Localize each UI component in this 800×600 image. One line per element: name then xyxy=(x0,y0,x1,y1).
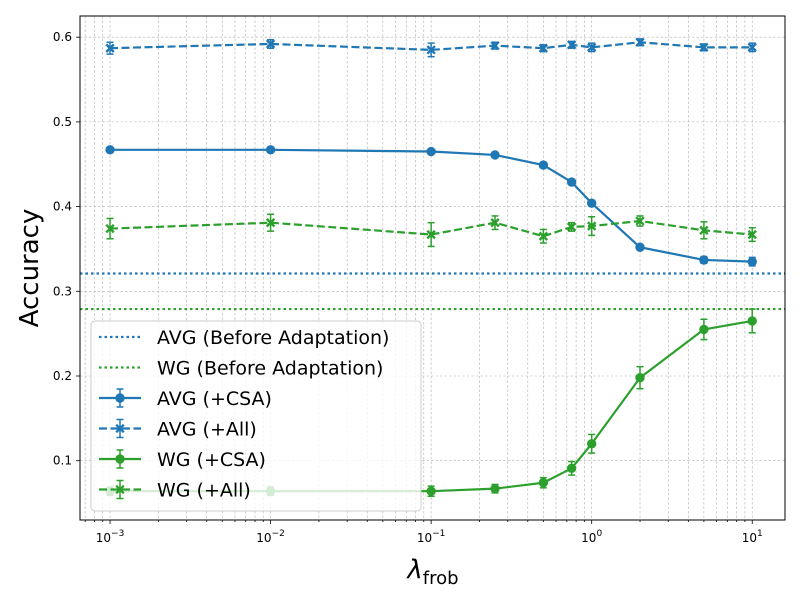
legend: AVG (Before Adaptation) WG (Before Adapta… xyxy=(90,320,422,512)
x-tick-label: 10−2 xyxy=(256,529,285,545)
data-point xyxy=(426,229,436,240)
legend-marker xyxy=(115,423,125,434)
x-axis-label-subscript: frob xyxy=(423,568,459,589)
data-point xyxy=(699,255,709,265)
baselines xyxy=(80,272,785,311)
data-point xyxy=(747,42,757,52)
legend-entry: AVG (Before Adaptation) xyxy=(99,327,389,349)
y-tick-label: 0.4 xyxy=(53,200,72,214)
series-group xyxy=(105,37,757,58)
data-point xyxy=(747,316,757,326)
x-tick-label-base: 10 xyxy=(581,531,596,545)
x-tick-label-exponent: 0 xyxy=(596,529,602,539)
data-point xyxy=(699,42,709,52)
data-point xyxy=(747,256,757,267)
x-tick-label-base: 10 xyxy=(417,531,432,545)
x-tick-label: 101 xyxy=(742,529,763,545)
series-line xyxy=(109,219,753,238)
x-tick-label: 10−3 xyxy=(96,529,125,545)
x-axis-label: λfrob xyxy=(405,555,458,589)
legend-label: WG (Before Adaptation) xyxy=(157,358,383,380)
x-tick-label-base: 10 xyxy=(96,531,111,545)
legend-entry: WG (+CSA) xyxy=(99,449,266,471)
x-tick-label-exponent: 1 xyxy=(757,529,763,539)
x-tick-label-base: 10 xyxy=(256,531,271,545)
y-tick-label: 0.2 xyxy=(53,369,72,383)
x-tick-label-base: 10 xyxy=(742,531,757,545)
data-point xyxy=(586,439,597,449)
data-point xyxy=(635,216,645,226)
data-point xyxy=(566,40,577,50)
data-point xyxy=(538,160,549,170)
data-point xyxy=(635,372,645,383)
data-point xyxy=(635,37,645,47)
legend-marker xyxy=(115,393,125,403)
data-point xyxy=(566,463,577,474)
data-point xyxy=(747,229,757,240)
plot-frame xyxy=(79,15,786,521)
data-point xyxy=(426,486,436,496)
data-point xyxy=(635,242,645,252)
legend-label: WG (+All) xyxy=(157,480,251,502)
data-point xyxy=(490,483,500,494)
data-point xyxy=(490,218,500,228)
data-point xyxy=(265,145,276,155)
y-axis-label: Accuracy xyxy=(15,209,45,328)
x-tick-label-exponent: −3 xyxy=(111,529,124,539)
y-tick-label: 0.1 xyxy=(53,454,72,468)
y-tick-label: 0.5 xyxy=(53,115,72,129)
legend-entry: WG (+All) xyxy=(99,480,251,502)
legend-entry: WG (Before Adaptation) xyxy=(99,358,383,380)
legend-label: WG (+CSA) xyxy=(157,449,266,471)
series-line xyxy=(110,148,753,263)
data-point xyxy=(566,177,577,187)
data-point xyxy=(490,150,500,160)
data-point xyxy=(105,43,115,53)
x-tick-label: 10−1 xyxy=(417,529,446,545)
data-point xyxy=(586,198,597,208)
data-point xyxy=(105,145,115,155)
data-point xyxy=(426,146,436,157)
data-point xyxy=(426,45,436,55)
legend-marker xyxy=(115,484,125,495)
legend-box xyxy=(90,320,422,512)
data-point xyxy=(490,40,500,51)
x-tick-label-exponent: −1 xyxy=(432,529,445,539)
data-point xyxy=(265,218,276,228)
x-axis-label-lambda: λ xyxy=(405,555,422,585)
data-point xyxy=(699,324,709,335)
data-point xyxy=(538,231,548,241)
data-point xyxy=(566,222,577,232)
data-point xyxy=(587,221,597,231)
legend-label: AVG (Before Adaptation) xyxy=(157,327,389,349)
legend-label: AVG (+All) xyxy=(157,419,257,441)
legend-entry: AVG (+CSA) xyxy=(99,388,272,410)
data-point xyxy=(538,478,549,488)
legend-label: AVG (+CSA) xyxy=(157,388,272,410)
data-point xyxy=(538,43,548,53)
legend-entry: AVG (+All) xyxy=(99,419,257,441)
data-point xyxy=(699,225,709,235)
y-tick-label: 0.3 xyxy=(53,284,72,298)
data-point xyxy=(265,39,276,49)
series-group xyxy=(105,145,757,267)
data-point xyxy=(105,223,115,234)
series-group xyxy=(105,213,757,248)
x-tick-label: 100 xyxy=(581,529,602,545)
y-tick-label: 0.6 xyxy=(53,30,72,44)
data-point xyxy=(587,42,597,52)
x-tick-label-exponent: −2 xyxy=(272,529,285,539)
legend-marker xyxy=(115,454,125,464)
